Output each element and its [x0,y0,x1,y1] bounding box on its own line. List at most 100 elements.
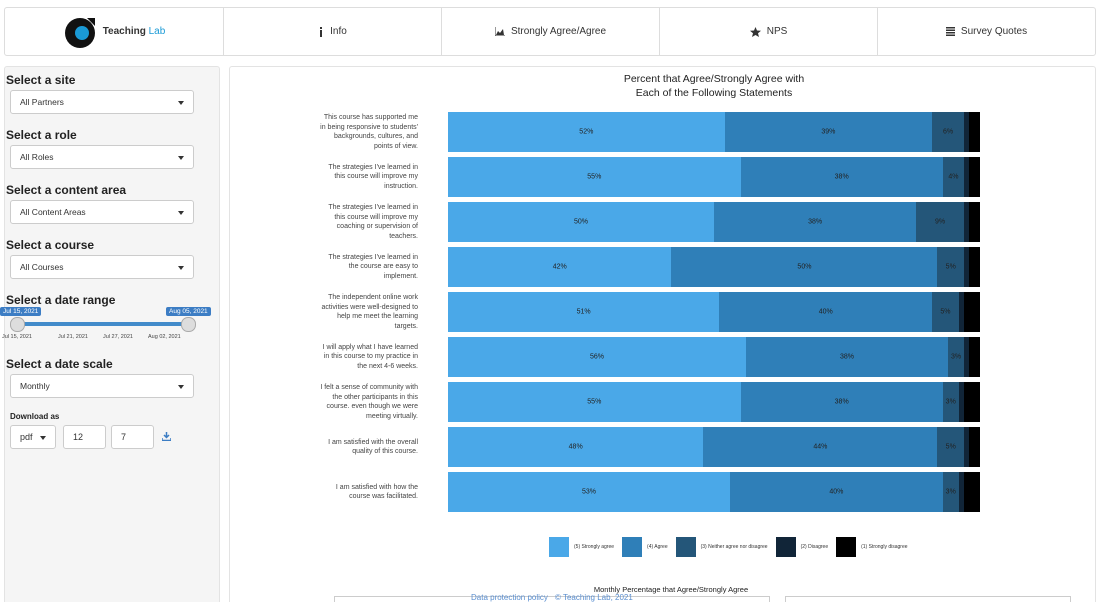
bar-segment [448,247,672,287]
filter-label: Select a content area [6,183,127,197]
legend-swatch [775,537,796,557]
bar-segment [724,112,933,152]
data-label: 39% [821,128,836,136]
format-select[interactable]: pdf [10,425,56,449]
panel-box [785,596,1071,602]
bar-segment [703,427,938,467]
bar-segment [964,292,980,332]
category-label: The strategies I've learned in this cour… [328,163,418,190]
filter-label: Select a site [6,73,76,87]
width-input[interactable]: 12 [63,425,106,449]
bar-segment [937,427,965,467]
brand[interactable]: Teaching Lab [5,8,224,55]
bar-segment [932,112,965,152]
bar-segment [964,247,970,287]
slider-handle[interactable] [10,317,25,332]
select[interactable]: All Partners [10,90,194,114]
legend-label: (3) Neither agree nor disagree [700,544,768,550]
legend-label: (4) Agree [647,544,668,550]
bar-segment [942,157,965,197]
bar-segment [916,202,965,242]
bar-segment [448,202,714,242]
bar-segment [448,472,730,512]
filter-label: Select a date range [6,293,116,307]
category-label: I am satisfied with the overall quality … [328,438,418,456]
data-label: 52% [579,128,594,136]
bar-segment [964,382,980,422]
slider-handle[interactable] [181,317,196,332]
legend-item: (3) Neither agree nor disagree [675,537,768,557]
slider-tick: Aug 02, 2021 [148,334,181,340]
footer-link[interactable]: Data protection policy [471,593,548,602]
data-label: 6% [943,128,954,136]
legend-swatch [836,537,857,557]
category-label: I felt a sense of community with the oth… [320,384,418,420]
data-label: 38% [839,353,855,361]
legend-swatch [622,537,643,557]
legend-label: (5) Strongly agree [574,544,615,550]
data-label: 5% [945,263,956,271]
download-icon[interactable] [162,432,171,441]
list-icon [945,27,955,36]
bar-segment [969,337,980,377]
nav-tab[interactable]: Survey Quotes [878,8,1095,55]
brand-name: Teaching [102,26,146,37]
nav-tab[interactable]: NPS [660,8,878,55]
category-label: The strategies I've learned in this cour… [328,204,418,240]
bar-segment [969,157,980,197]
data-label: 50% [797,263,812,271]
bar-segment [714,202,917,242]
bar-segment [671,247,938,287]
data-label: 38% [808,218,823,226]
filter-label: Select a course [6,238,95,252]
bar-segment [932,292,959,332]
bar-segment [969,112,980,152]
bar-segment [958,292,965,332]
panel-box [334,596,770,602]
category-label: The strategies I've learned in the cours… [328,253,418,280]
data-label: 48% [568,443,583,451]
monthly-chart-title: Monthly Percentage that Agree/Strongly A… [593,585,749,594]
bar-segment [448,292,720,332]
nav-label: Strongly Agree/Agree [510,26,607,37]
data-label: 55% [587,398,602,406]
select[interactable]: All Content Areas [10,200,194,224]
data-label: 40% [829,488,844,496]
bar-segment [448,382,741,422]
slider-tick: Jul 27, 2021 [103,334,133,340]
bar-segment [969,247,980,287]
legend-swatch [675,537,696,557]
bar-segment [958,382,965,422]
category-label: The independent online work activities w… [321,294,419,330]
height-input[interactable]: 7 [111,425,154,449]
bar-segment [969,427,980,467]
select[interactable]: Monthly [10,374,194,398]
legend-item: (1) Strongly disagree [836,537,908,557]
data-label: 5% [945,443,956,451]
legend: (5) Strongly agree (4) Agree (3) Neither a… [549,537,916,557]
bar-segment [448,337,746,377]
bar-segment [964,337,970,377]
select[interactable]: All Courses [10,255,194,279]
slider-from: Jul 15, 2021 [0,307,42,316]
data-label: 50% [573,218,589,226]
select[interactable]: All Roles [10,145,194,169]
logo [64,17,95,48]
data-label: 42% [552,263,567,271]
slider-to: Aug 05, 2021 [166,307,211,316]
category-label: This course has supported me in being re… [320,114,418,150]
data-label: 9% [935,218,946,226]
nav-tab[interactable]: Strongly Agree/Agree [442,8,660,55]
nav-tab[interactable]: Info [224,8,442,55]
data-label: 51% [576,308,591,316]
data-label: 3% [945,488,956,496]
legend-item: (4) Agree [622,537,668,557]
bar-segment [964,427,970,467]
bar-segment [942,472,959,512]
nav-label: NPS [766,26,788,37]
data-label: 44% [813,443,828,451]
bar-segment [958,472,965,512]
brand-name-accent: Lab [148,26,166,37]
bar-segment [740,157,943,197]
